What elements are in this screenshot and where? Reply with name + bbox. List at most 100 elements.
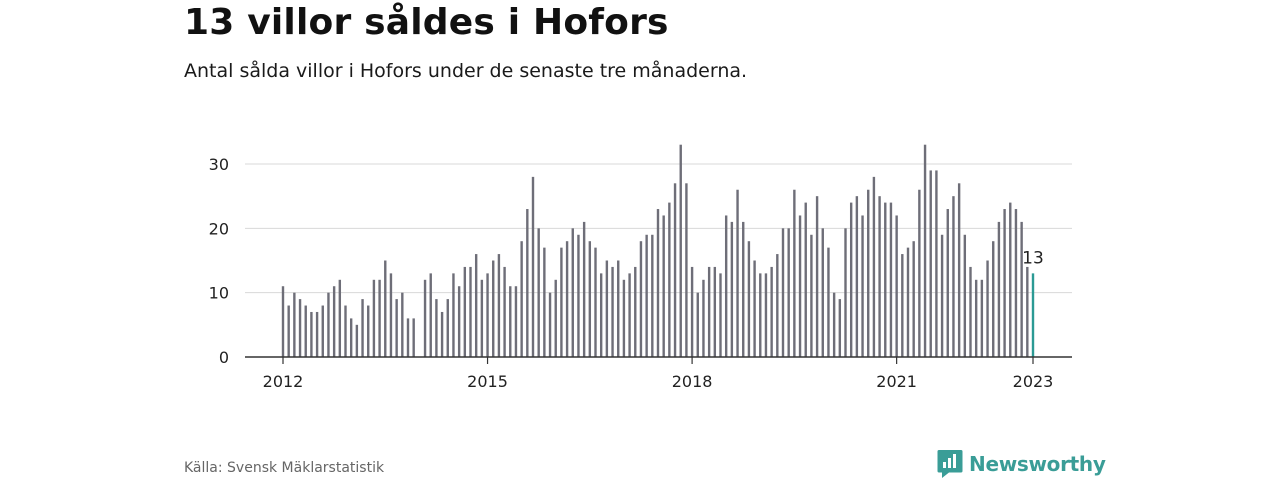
bar — [338, 279, 342, 357]
bar — [781, 228, 785, 357]
bar — [446, 299, 449, 357]
bar — [804, 202, 807, 357]
bar — [719, 273, 722, 357]
bar — [514, 286, 518, 357]
bar — [821, 228, 824, 357]
bar — [617, 260, 620, 357]
bar — [531, 176, 535, 357]
bar — [929, 170, 932, 357]
bar — [452, 273, 455, 357]
x-tick-label: 2012 — [263, 372, 304, 391]
bar — [759, 273, 762, 357]
bar — [429, 273, 432, 357]
bar — [645, 234, 648, 357]
bar — [844, 228, 847, 357]
y-axis-ticks: 0 10 20 30 — [209, 155, 229, 367]
bar — [861, 215, 864, 357]
annotations: 13 — [1022, 248, 1044, 268]
bar — [315, 311, 319, 357]
bar — [969, 266, 972, 357]
y-tick-label: 30 — [209, 155, 229, 174]
bar — [901, 254, 904, 357]
bar — [571, 228, 574, 357]
bar — [395, 299, 398, 357]
bar — [622, 279, 626, 357]
bar-highlighted — [1031, 273, 1035, 357]
bar — [304, 305, 307, 357]
bar — [668, 202, 671, 357]
bar — [742, 221, 745, 357]
bar — [349, 318, 353, 357]
bar — [1020, 221, 1023, 357]
bar — [776, 254, 779, 357]
x-tick-label: 2018 — [672, 372, 713, 391]
bar — [832, 292, 836, 357]
bar — [548, 292, 552, 357]
bar — [634, 266, 637, 357]
bar — [497, 254, 501, 357]
bar — [457, 286, 461, 357]
bar — [384, 260, 387, 357]
bar — [492, 260, 495, 357]
bar — [673, 183, 677, 357]
bar — [582, 221, 586, 357]
bar — [401, 292, 404, 357]
bar — [1009, 202, 1012, 357]
bar — [486, 273, 489, 357]
bar — [378, 279, 381, 357]
bar — [281, 286, 285, 357]
bar — [560, 247, 563, 357]
bar — [594, 247, 597, 357]
bar — [764, 273, 768, 357]
bar — [503, 266, 506, 357]
bar — [509, 286, 512, 357]
bar — [702, 279, 705, 357]
bar — [696, 292, 699, 357]
bar — [565, 241, 569, 357]
annotation-label: 13 — [1022, 248, 1044, 268]
bar — [1003, 209, 1006, 357]
bar — [838, 299, 842, 357]
bar — [389, 273, 393, 357]
bar — [480, 279, 484, 357]
brand-name: Newsworthy — [969, 452, 1106, 476]
bar — [753, 260, 756, 357]
bar — [787, 228, 790, 357]
bar — [986, 260, 989, 357]
x-tick-label: 2023 — [1013, 372, 1054, 391]
bar-chart: 0 10 20 30 2012 2015 2018 2021 2023 13 — [209, 144, 1072, 391]
bar — [372, 279, 376, 357]
bar — [355, 324, 359, 357]
bar — [798, 215, 802, 357]
bar — [526, 209, 529, 357]
bar — [412, 318, 415, 357]
bar — [605, 260, 609, 357]
bar — [662, 215, 665, 357]
bar — [940, 234, 944, 357]
bar — [793, 189, 796, 357]
bars — [281, 144, 1035, 357]
bar — [423, 279, 427, 357]
bar — [724, 215, 728, 357]
source-note: Källa: Svensk Mäklarstatistik — [184, 460, 385, 476]
bar — [736, 189, 739, 357]
bar — [878, 196, 881, 357]
bar — [980, 279, 984, 357]
bar — [918, 189, 921, 357]
bar — [923, 144, 927, 357]
chart-title: 13 villor såldes i Hofors — [184, 2, 669, 43]
bar — [520, 241, 523, 357]
bar — [577, 234, 580, 357]
bar — [332, 286, 336, 357]
y-tick-label: 0 — [219, 348, 229, 367]
bar — [435, 299, 438, 357]
x-axis-ticks: 2012 2015 2018 2021 2023 — [263, 357, 1054, 391]
bar — [685, 183, 688, 357]
bar — [469, 266, 472, 357]
bar — [293, 292, 296, 357]
brand-logo: Newsworthy — [937, 449, 1106, 479]
bar — [628, 273, 631, 357]
bar — [997, 221, 1001, 357]
y-tick-label: 10 — [209, 284, 229, 303]
bar — [855, 196, 859, 357]
